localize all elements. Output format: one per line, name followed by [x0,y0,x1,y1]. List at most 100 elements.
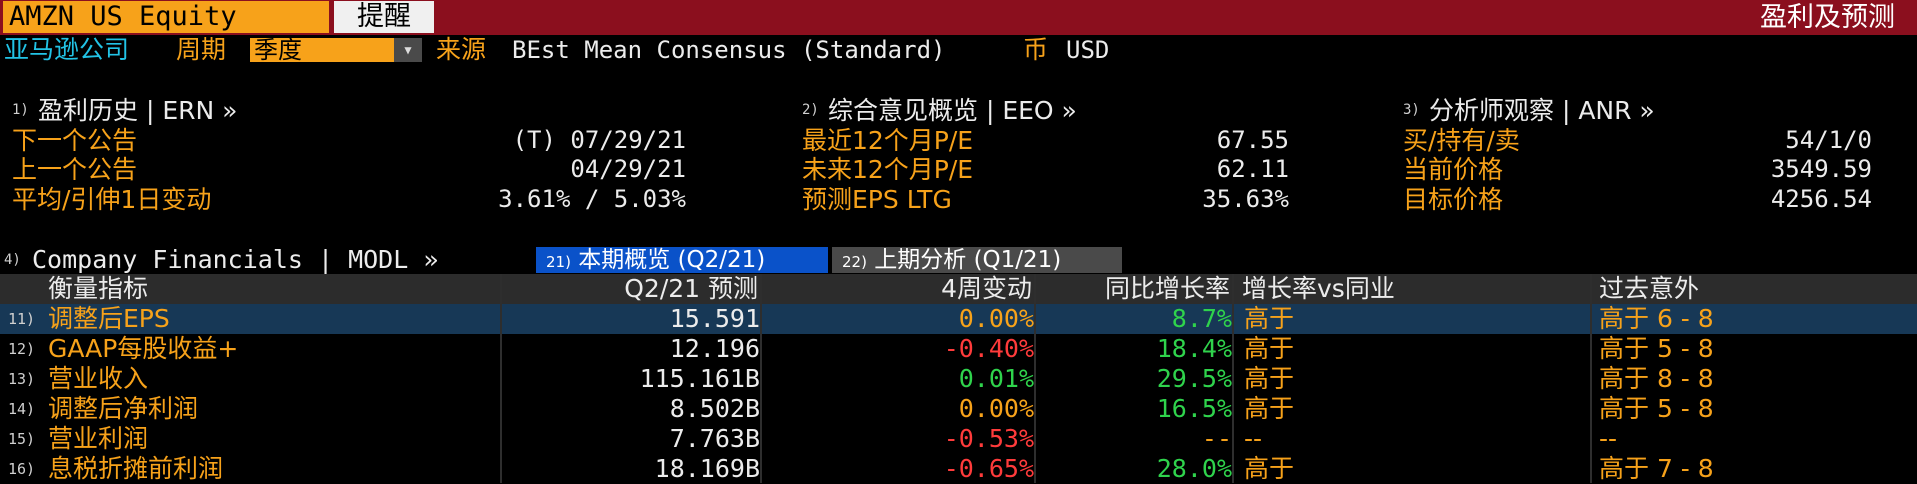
last-announcement-label: 上一个公告 [12,155,138,184]
surprise-value: 高于 8 - 8 [1599,364,1714,393]
tab-current-overview[interactable]: 21) 本期概览 (Q2/21) [536,247,828,273]
surprise-value: -- [1599,424,1618,453]
last-announcement-value: 04/29/21 [570,155,686,183]
yoy-value: 29.5% [1156,364,1232,393]
change-4w-value: -0.53% [943,424,1034,453]
yoy-value: 8.7% [1171,304,1232,333]
col-header-vs-peers[interactable]: 增长率vs同业 [1234,274,1590,304]
forecast-value: 115.161B [639,364,760,393]
metric-name: 营业收入 [48,364,149,393]
col-header-yoy[interactable]: 同比增长率 [1036,274,1232,304]
tab-label: 上期分析 (Q1/21) [874,247,1062,273]
table-row[interactable]: 13) 营业收入 115.161B 0.01% 29.5% 高于 高于 8 - … [0,364,1917,394]
forward-pe-label: 未来12个月P/E [802,155,974,184]
table-row[interactable]: 11) 调整后EPS 15.591 0.00% 8.7% 高于 高于 6 - 8 [0,304,1917,334]
next-announcement-label: 下一个公告 [12,126,138,155]
forecast-value: 7.763B [669,424,760,453]
surprise-value: 高于 7 - 8 [1599,454,1714,483]
change-4w-value: 0.00% [958,394,1034,423]
column-divider [1034,274,1036,483]
avg-move-value: 3.61% / 5.03% [498,185,686,213]
forecast-value: 18.169B [654,454,760,483]
company-name: 亚马逊公司 [4,35,130,64]
yoy-value: 16.5% [1156,394,1232,423]
current-price-value: 3549.59 [1770,155,1872,183]
alert-button[interactable]: 提醒 [334,1,434,33]
metric-name: 调整后EPS [48,304,170,333]
period-select-value: 季度 [254,36,302,64]
metric-name: GAAP每股收益+ [48,334,239,363]
row-number: 15) [8,430,36,448]
yoy-value: 28.0% [1156,454,1232,483]
metric-name: 营业利润 [48,424,149,453]
tab-number: 21) [546,253,571,271]
section-title-anr[interactable]: 分析师观察 | ANR » [1429,96,1655,125]
column-divider [500,274,502,483]
current-price-label: 当前价格 [1403,155,1504,184]
change-4w-value: -0.40% [943,334,1034,363]
row-number: 11) [8,310,36,328]
target-price-label: 目标价格 [1403,185,1504,214]
vs-peers-value: 高于 [1244,394,1295,423]
currency-value[interactable]: USD [1066,36,1110,64]
buy-hold-sell-label: 买/持有/卖 [1403,126,1520,155]
col-header-metric[interactable]: 衡量指标 [0,274,500,304]
tab-previous-analysis[interactable]: 22) 上期分析 (Q1/21) [832,247,1122,273]
row-number: 14) [8,400,36,418]
currency-label: 币 [1023,35,1049,64]
column-divider [1232,274,1234,483]
col-header-surprise[interactable]: 过去意外 [1592,274,1917,304]
section-number: 3) [1403,102,1420,118]
column-divider [760,274,762,483]
row-number: 12) [8,340,36,358]
forecast-value: 12.196 [669,334,760,363]
row-number: 16) [8,460,36,478]
forward-pe-value: 62.11 [1216,155,1289,183]
tab-label: 本期概览 (Q2/21) [578,247,766,273]
change-4w-value: 0.01% [958,364,1034,393]
period-label: 周期 [176,35,227,64]
eps-ltg-value: 35.63% [1202,185,1289,213]
row-number: 13) [8,370,36,388]
vs-peers-value: 高于 [1244,454,1295,483]
surprise-value: 高于 5 - 8 [1599,334,1714,363]
surprise-value: 高于 5 - 8 [1599,394,1714,423]
table-row[interactable]: 15) 营业利润 7.763B -0.53% -- -- -- [0,424,1917,454]
metric-name: 息税折摊前利润 [48,454,224,483]
col-header-forecast[interactable]: Q2/21 预测 [502,274,760,304]
trailing-pe-label: 最近12个月P/E [802,126,974,155]
vs-peers-value: 高于 [1244,364,1295,393]
avg-move-label: 平均/引伸1日变动 [12,185,212,214]
table-row[interactable]: 16) 息税折摊前利润 18.169B -0.65% 28.0% 高于 高于 7… [0,454,1917,484]
vs-peers-value: 高于 [1244,304,1295,333]
tab-number: 22) [842,253,867,271]
next-announcement-value: (T) 07/29/21 [512,126,686,154]
buy-hold-sell-value: 54/1/0 [1785,126,1872,154]
section-number: 2) [802,102,819,118]
trailing-pe-value: 67.55 [1216,126,1289,154]
target-price-value: 4256.54 [1770,185,1872,213]
forecast-value: 8.502B [669,394,760,423]
chevron-down-icon[interactable]: ▼ [394,38,422,62]
metric-name: 调整后净利润 [48,394,199,423]
vs-peers-value: -- [1244,424,1263,453]
change-4w-value: 0.00% [958,304,1034,333]
forecast-value: 15.591 [669,304,760,333]
source-value[interactable]: BEst Mean Consensus (Standard) [512,36,946,64]
yoy-value: 18.4% [1156,334,1232,363]
change-4w-value: -0.65% [943,454,1034,483]
table-row[interactable]: 14) 调整后净利润 8.502B 0.00% 16.5% 高于 高于 5 - … [0,394,1917,424]
screen-title: 盈利及预测 [1760,2,1895,33]
col-header-4w-change[interactable]: 4周变动 [762,274,1034,304]
ticker-field[interactable]: AMZN US Equity [3,1,329,33]
section-title-ern[interactable]: 盈利历史 | ERN » [38,96,238,125]
yoy-value: -- [1201,424,1232,453]
section-title-eeo[interactable]: 综合意见概览 | EEO » [828,96,1077,125]
vs-peers-value: 高于 [1244,334,1295,363]
surprise-value: 高于 6 - 8 [1599,304,1714,333]
period-select[interactable]: 季度 ▼ [250,38,422,62]
section-title-modl[interactable]: Company Financials | MODL » [32,245,439,274]
table-row[interactable]: 12) GAAP每股收益+ 12.196 -0.40% 18.4% 高于 高于 … [0,334,1917,364]
section-number: 4) [4,252,21,268]
column-divider [1590,274,1592,483]
